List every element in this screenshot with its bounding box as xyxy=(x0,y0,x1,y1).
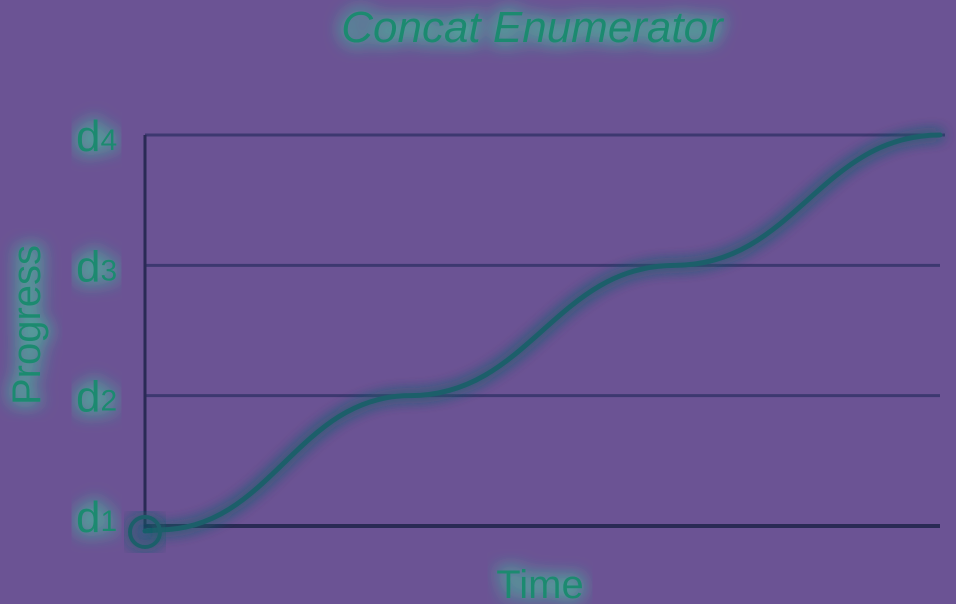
start-point-marker xyxy=(128,515,162,549)
y-tick-label: d2 xyxy=(76,373,117,422)
progress-curve xyxy=(142,132,943,534)
y-tick-label: d1 xyxy=(76,493,117,542)
series-line xyxy=(128,132,943,549)
chart-title: Concat Enumerator xyxy=(341,3,725,52)
x-axis-label: Time xyxy=(496,563,583,604)
y-tick-label: d4 xyxy=(76,112,117,161)
y-axis-label: Progress xyxy=(5,245,49,405)
grid-lines xyxy=(145,133,945,398)
axes xyxy=(143,135,940,530)
y-tick-label: d3 xyxy=(76,242,117,291)
y-tick-labels: d1 d2 d3 d4 xyxy=(76,112,117,542)
